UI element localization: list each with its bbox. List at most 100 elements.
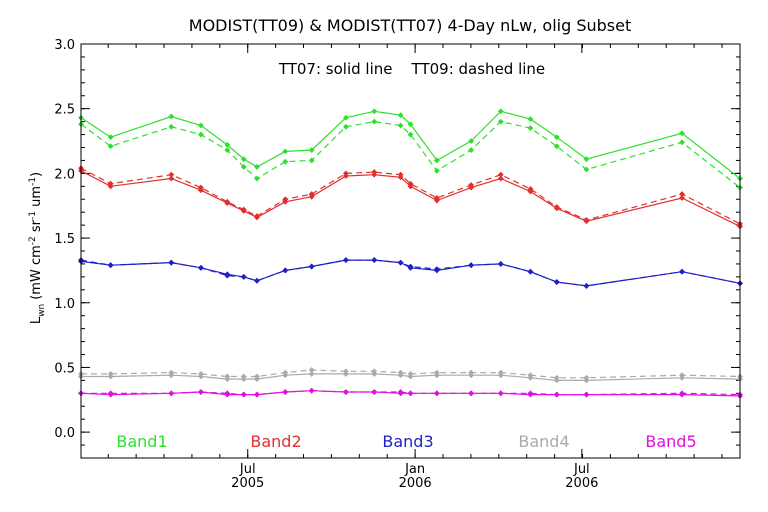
data-point-band3 [240, 273, 247, 280]
data-point-band1 [553, 134, 560, 141]
data-point-band1 [583, 156, 590, 163]
data-point-band5 [583, 391, 590, 398]
data-point-band4 [553, 374, 560, 381]
y-tick-label: 3.0 [54, 38, 75, 53]
data-point-band2 [553, 204, 560, 210]
data-point-band3 [433, 266, 440, 273]
data-point-band1 [371, 108, 378, 115]
data-point-band1 [371, 118, 378, 125]
data-point-band2 [308, 191, 315, 197]
data-point-band3 [397, 259, 404, 266]
y-axis-label: Lwn(mW cm-2 sr-1 um-1) [28, 172, 47, 324]
x-tick-year-label: 2006 [565, 476, 598, 491]
data-point-band3 [308, 263, 315, 270]
data-point-band3 [468, 262, 475, 269]
series-line-band2-dashed [80, 167, 741, 225]
data-point-band1 [497, 108, 504, 115]
data-point-band4 [397, 369, 404, 376]
data-point-band1 [679, 139, 685, 146]
y-label-units: (mW cm [29, 245, 44, 300]
y-tick-label: 0.0 [54, 426, 75, 441]
data-point-band4 [497, 369, 504, 376]
data-point-band2 [107, 180, 114, 187]
data-point-band2 [168, 171, 175, 178]
plot-frame [80, 43, 741, 459]
y-label-exp2: -1 [28, 211, 38, 220]
legend-item-band4: Band4 [518, 432, 569, 451]
data-point-band3 [254, 277, 260, 284]
data-point-band2 [407, 180, 414, 187]
legend-item-band2: Band2 [250, 432, 301, 451]
legend-item-band5: Band5 [645, 432, 696, 451]
data-point-band3 [168, 259, 175, 266]
data-point-band1 [407, 121, 414, 128]
svg-text:Lwn(mW cm-2 sr-1 um-1): Lwn(mW cm-2 sr-1 um-1) [28, 172, 47, 324]
data-point-band1 [224, 147, 231, 154]
data-point-band1 [282, 148, 289, 155]
data-point-band1 [527, 116, 534, 122]
data-point-band4 [371, 368, 378, 375]
data-point-band1 [224, 141, 231, 148]
data-point-band4 [107, 370, 114, 377]
legend-item-band1: Band1 [116, 432, 167, 451]
data-point-band4 [224, 373, 231, 380]
data-point-band1 [527, 125, 534, 132]
series-line-band3-dashed [80, 259, 741, 287]
data-point-band3 [371, 257, 378, 263]
y-label-exp3: -1 [28, 177, 38, 186]
data-point-band1 [168, 113, 175, 120]
data-point-band4 [168, 369, 175, 376]
data-point-band2 [497, 175, 504, 182]
y-tick-label: 0.5 [54, 361, 75, 376]
data-point-band2 [168, 175, 175, 182]
data-point-band1 [397, 112, 404, 119]
data-point-band2 [679, 191, 685, 197]
data-point-band5 [224, 390, 231, 397]
data-point-band1 [342, 114, 349, 121]
chart-title: MODIST(TT09) & MODIST(TT07) 4-Day nLw, o… [189, 16, 631, 35]
data-point-band5 [679, 390, 685, 397]
data-point-band1 [107, 143, 114, 150]
series-line-band2-solid [80, 170, 741, 227]
data-point-band1 [282, 158, 289, 165]
data-point-band3 [497, 261, 504, 267]
data-point-band3 [107, 262, 114, 269]
data-point-band1 [553, 143, 560, 150]
data-point-band2 [224, 198, 231, 205]
data-point-band5 [342, 389, 349, 395]
data-point-band5 [407, 390, 414, 397]
data-point-band1 [679, 130, 685, 137]
data-point-band1 [308, 157, 315, 164]
data-point-band2 [497, 171, 504, 178]
data-point-band5 [240, 391, 247, 398]
data-point-band2 [397, 171, 404, 178]
data-point-band2 [282, 196, 289, 203]
data-point-band2 [198, 184, 204, 191]
series-line-band1-dashed [80, 120, 741, 189]
y-label-close: ) [29, 172, 44, 177]
y-tick-label: 1.0 [54, 297, 75, 312]
data-point-band3 [679, 268, 685, 275]
data-point-band3 [527, 268, 534, 275]
data-point-band5 [254, 391, 260, 398]
data-point-band1 [407, 131, 414, 138]
data-point-band4 [282, 369, 289, 376]
data-point-band1 [342, 123, 349, 130]
line-style-annotation: TT07: solid line TT09: dashed line [278, 60, 545, 78]
data-point-band3 [198, 264, 204, 271]
data-point-band5 [468, 390, 475, 397]
data-point-band2 [254, 213, 260, 219]
x-tick-year-label: 2005 [231, 476, 264, 491]
data-point-band4 [342, 368, 349, 375]
y-label-exp1: -2 [28, 236, 38, 245]
data-point-band3 [553, 279, 560, 285]
data-point-band1 [497, 118, 504, 125]
data-point-band4 [527, 372, 534, 379]
y-label-um: um [29, 186, 44, 211]
data-point-band1 [468, 138, 475, 144]
data-point-band1 [397, 122, 404, 129]
data-point-band4 [433, 369, 440, 376]
data-point-band2 [240, 206, 247, 213]
y-tick-label: 2.5 [54, 103, 75, 118]
data-point-band1 [198, 122, 204, 129]
